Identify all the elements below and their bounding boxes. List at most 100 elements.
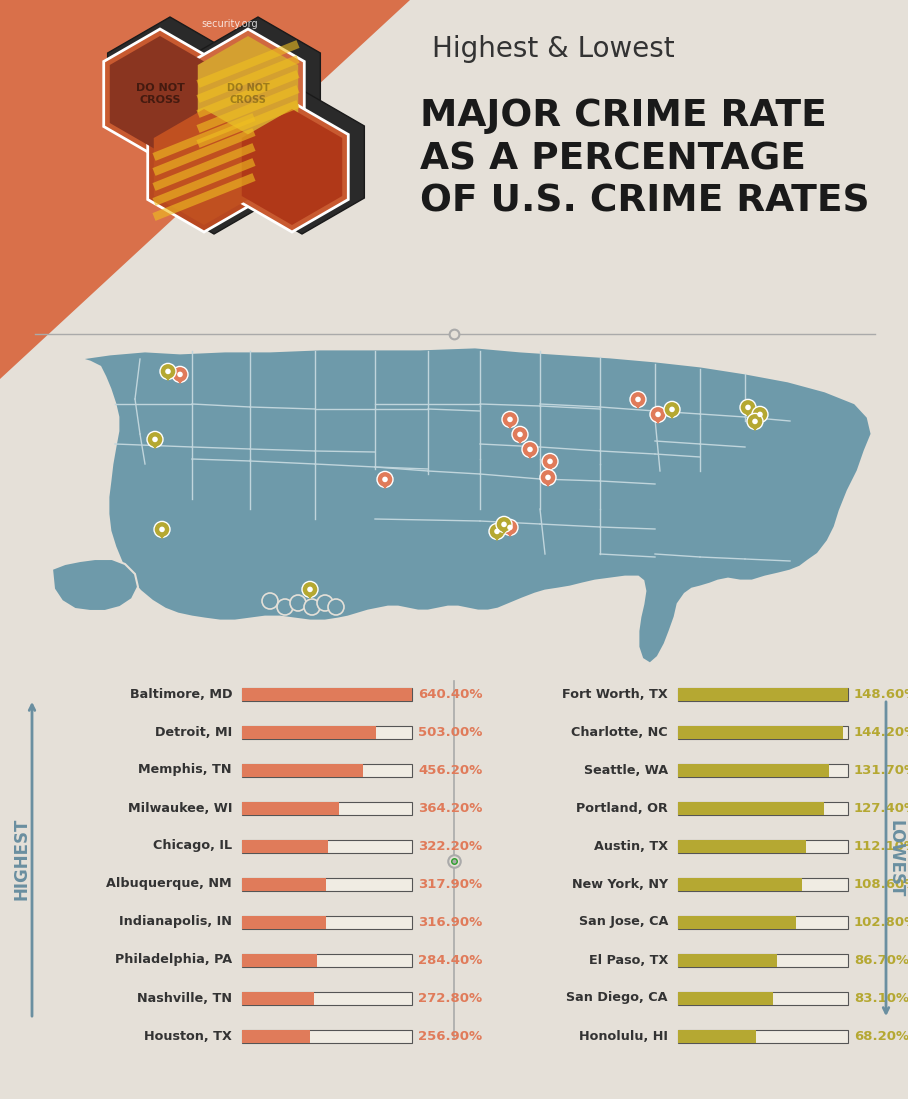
Circle shape: [752, 407, 768, 422]
Bar: [678, 764, 829, 777]
Text: DO NOT
CROSS: DO NOT CROSS: [227, 84, 270, 104]
Polygon shape: [381, 485, 389, 489]
Bar: [242, 991, 314, 1004]
Text: 503.00%: 503.00%: [418, 725, 482, 739]
Bar: [678, 801, 848, 814]
Text: Detroit, MI: Detroit, MI: [154, 725, 232, 739]
Text: Albuquerque, NM: Albuquerque, NM: [106, 877, 232, 890]
Bar: [678, 877, 803, 890]
Bar: [242, 1030, 311, 1043]
Bar: [678, 764, 848, 777]
Bar: [242, 725, 412, 739]
Polygon shape: [756, 420, 764, 424]
Text: San Diego, CA: San Diego, CA: [567, 991, 668, 1004]
Circle shape: [664, 401, 680, 418]
Bar: [242, 764, 412, 777]
Circle shape: [745, 404, 751, 410]
Text: El Paso, TX: El Paso, TX: [588, 954, 668, 966]
Bar: [678, 954, 848, 966]
Circle shape: [147, 432, 163, 447]
Circle shape: [512, 426, 528, 443]
Circle shape: [172, 366, 188, 382]
Circle shape: [154, 521, 170, 537]
Bar: [242, 764, 363, 777]
Circle shape: [545, 475, 551, 480]
Polygon shape: [307, 595, 313, 599]
Circle shape: [317, 595, 333, 611]
Circle shape: [177, 371, 183, 377]
Polygon shape: [0, 0, 410, 379]
Circle shape: [528, 446, 533, 452]
Bar: [242, 801, 412, 814]
Polygon shape: [501, 530, 508, 534]
Text: 364.20%: 364.20%: [418, 801, 482, 814]
Text: MAJOR CRIME RATE
AS A PERCENTAGE
OF U.S. CRIME RATES: MAJOR CRIME RATE AS A PERCENTAGE OF U.S.…: [420, 98, 870, 220]
Circle shape: [160, 364, 176, 379]
Circle shape: [502, 520, 518, 535]
Circle shape: [508, 524, 513, 530]
Text: 102.80%: 102.80%: [854, 915, 908, 929]
Text: Austin, TX: Austin, TX: [594, 840, 668, 853]
Bar: [678, 801, 824, 814]
Bar: [242, 688, 412, 700]
Circle shape: [307, 587, 312, 592]
Polygon shape: [75, 347, 872, 664]
Bar: [678, 840, 806, 853]
Circle shape: [304, 599, 320, 615]
Polygon shape: [545, 482, 551, 487]
Polygon shape: [547, 467, 553, 471]
Polygon shape: [655, 420, 661, 424]
Text: DO NOT
CROSS: DO NOT CROSS: [135, 84, 184, 104]
Bar: [242, 840, 328, 853]
Bar: [678, 688, 848, 700]
Bar: [678, 725, 843, 739]
Bar: [678, 840, 848, 853]
Text: 256.90%: 256.90%: [418, 1030, 482, 1043]
Bar: [678, 915, 795, 929]
Circle shape: [548, 458, 553, 464]
Text: 148.60%: 148.60%: [854, 688, 908, 700]
Text: New York, NY: New York, NY: [572, 877, 668, 890]
Circle shape: [501, 522, 507, 528]
Text: Honolulu, HI: Honolulu, HI: [579, 1030, 668, 1043]
Circle shape: [262, 593, 278, 609]
Polygon shape: [152, 445, 158, 449]
Text: Memphis, TN: Memphis, TN: [139, 764, 232, 777]
Bar: [242, 954, 318, 966]
Text: Indianapolis, IN: Indianapolis, IN: [119, 915, 232, 929]
Circle shape: [153, 436, 158, 442]
Circle shape: [502, 411, 518, 428]
Circle shape: [650, 407, 666, 422]
Text: Milwaukee, WI: Milwaukee, WI: [127, 801, 232, 814]
Text: 83.10%: 83.10%: [854, 991, 908, 1004]
Text: security.org: security.org: [202, 19, 258, 29]
Circle shape: [669, 407, 675, 412]
Bar: [242, 991, 412, 1004]
Text: Seattle, WA: Seattle, WA: [584, 764, 668, 777]
Text: Nashville, TN: Nashville, TN: [137, 991, 232, 1004]
Text: 86.70%: 86.70%: [854, 954, 908, 966]
Bar: [242, 877, 326, 890]
Bar: [242, 954, 412, 966]
Polygon shape: [52, 559, 138, 611]
Polygon shape: [177, 380, 183, 384]
Circle shape: [752, 419, 758, 424]
Text: Fort Worth, TX: Fort Worth, TX: [562, 688, 668, 700]
Text: 108.60%: 108.60%: [854, 877, 908, 890]
Circle shape: [496, 517, 512, 532]
Circle shape: [494, 529, 499, 534]
Circle shape: [165, 368, 171, 374]
Circle shape: [630, 391, 646, 408]
Text: 127.40%: 127.40%: [854, 801, 908, 814]
Circle shape: [508, 417, 513, 422]
Polygon shape: [752, 428, 758, 431]
Text: HIGHEST: HIGHEST: [13, 818, 31, 900]
Bar: [678, 991, 848, 1004]
Circle shape: [290, 595, 306, 611]
Text: 456.20%: 456.20%: [418, 764, 482, 777]
Bar: [678, 954, 777, 966]
Bar: [678, 688, 848, 700]
Text: Charlotte, NC: Charlotte, NC: [571, 725, 668, 739]
Polygon shape: [635, 406, 641, 409]
Circle shape: [542, 454, 558, 469]
